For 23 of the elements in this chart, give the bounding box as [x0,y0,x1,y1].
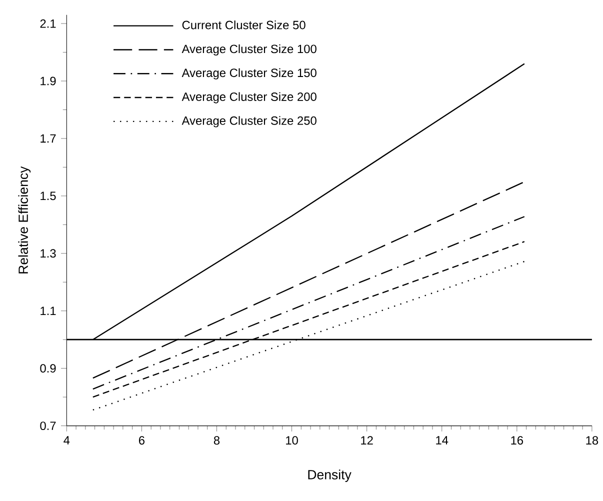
legend-label: Current Cluster Size 50 [182,20,306,30]
x-tick-label: 8 [214,436,220,444]
x-tick-label: 4 [64,436,70,444]
legend-label: Average Cluster Size 250 [182,116,316,128]
x-axis-title: Density [308,469,352,482]
y-tick-label: 1.5 [40,192,56,200]
y-tick-label: 1.1 [40,306,56,315]
y-tick-label: 1.7 [40,134,56,142]
legend-label: Average Cluster Size 200 [182,92,316,104]
x-tick-label: 18 [586,436,598,444]
y-tick-label: 2.1 [40,19,56,28]
x-tick-label: 16 [511,436,524,444]
x-tick-label: 14 [436,436,448,444]
x-tick-label: 6 [138,436,144,444]
legend-label: Average Cluster Size 150 [182,68,316,80]
y-tick-label: 1.3 [40,248,56,258]
y-tick-label: 0.9 [40,364,56,372]
legend-label: Average Cluster Size 100 [182,44,316,56]
x-tick-label: 10 [286,436,298,444]
x-tick-label: 12 [361,436,373,444]
y-tick-label: 1.9 [40,76,56,86]
y-axis-title: Relative Efficiency [18,166,31,274]
y-tick-label: 0.7 [40,421,56,430]
